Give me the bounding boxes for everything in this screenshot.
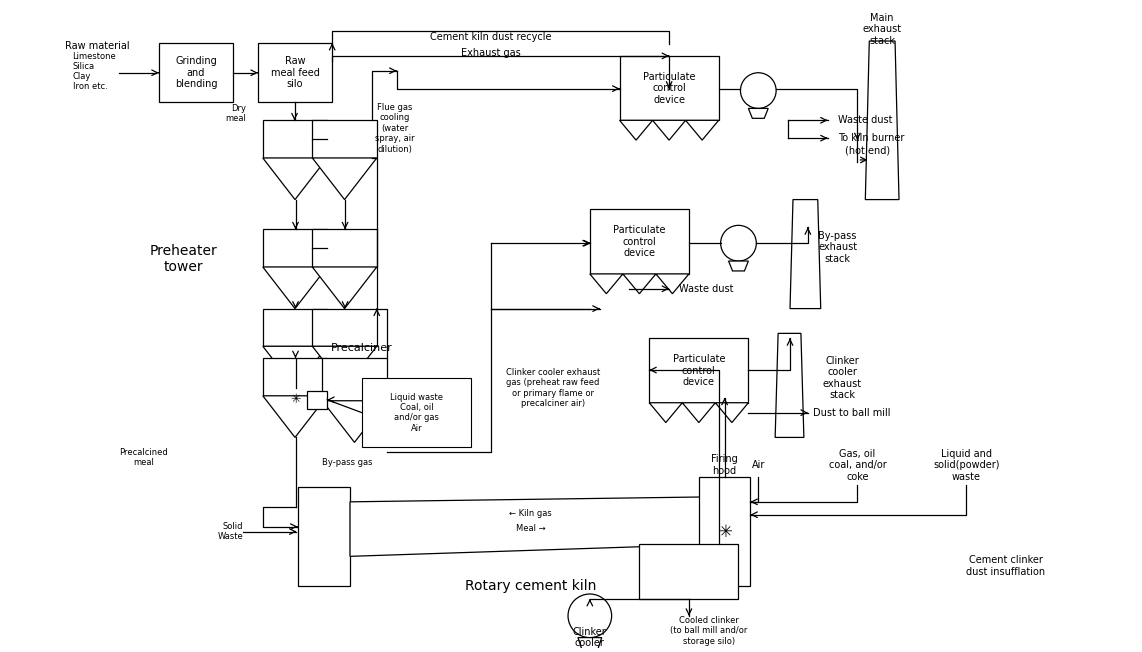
Bar bbox=[640, 544, 739, 599]
Text: ✳: ✳ bbox=[717, 522, 732, 541]
Polygon shape bbox=[263, 346, 328, 388]
Bar bbox=[263, 358, 328, 396]
Polygon shape bbox=[620, 121, 652, 140]
Bar bbox=[307, 391, 328, 409]
Polygon shape bbox=[622, 274, 656, 294]
Text: Liquid and
solid(powder)
waste: Liquid and solid(powder) waste bbox=[933, 449, 999, 482]
Polygon shape bbox=[685, 121, 718, 140]
Bar bbox=[263, 308, 328, 346]
Text: Meal →: Meal → bbox=[515, 524, 545, 533]
Circle shape bbox=[568, 594, 612, 638]
Text: Raw
meal feed
silo: Raw meal feed silo bbox=[271, 56, 320, 89]
Polygon shape bbox=[322, 401, 387, 442]
Text: Particulate
control
device: Particulate control device bbox=[673, 354, 725, 387]
Bar bbox=[159, 43, 233, 102]
Text: Air: Air bbox=[751, 460, 765, 470]
Text: ← Kiln gas: ← Kiln gas bbox=[509, 509, 552, 518]
Text: Solid
Waste: Solid Waste bbox=[217, 522, 243, 541]
Text: Waste dust: Waste dust bbox=[837, 115, 892, 125]
Text: Clinker
cooler: Clinker cooler bbox=[573, 627, 606, 648]
Text: Flue gas
cooling
(water
spray, air
dilution): Flue gas cooling (water spray, air dilut… bbox=[375, 103, 415, 153]
Bar bbox=[699, 477, 750, 586]
Text: Gas, oil
coal, and/or
coke: Gas, oil coal, and/or coke bbox=[828, 449, 886, 482]
Text: ✳: ✳ bbox=[290, 393, 300, 406]
Polygon shape bbox=[313, 158, 377, 200]
Polygon shape bbox=[866, 41, 899, 200]
Text: Cooled clinker
(to ball mill and/or
storage silo): Cooled clinker (to ball mill and/or stor… bbox=[670, 615, 747, 645]
Bar bbox=[650, 338, 748, 403]
Text: Preheater
tower: Preheater tower bbox=[150, 244, 217, 274]
Polygon shape bbox=[349, 497, 709, 556]
Polygon shape bbox=[263, 158, 328, 200]
Polygon shape bbox=[313, 346, 377, 388]
Polygon shape bbox=[263, 396, 328, 437]
Bar bbox=[313, 308, 377, 346]
Polygon shape bbox=[589, 274, 622, 294]
Text: Clinker
cooler
exhaust
stack: Clinker cooler exhaust stack bbox=[823, 355, 862, 400]
Text: Cement clinker
dust insufflation: Cement clinker dust insufflation bbox=[966, 556, 1046, 577]
Text: Liquid waste
Coal, oil
and/or gas
Air: Liquid waste Coal, oil and/or gas Air bbox=[389, 393, 443, 433]
Text: Limestone: Limestone bbox=[73, 52, 116, 61]
Text: Dry
meal: Dry meal bbox=[225, 104, 246, 123]
Text: Dust to ball mill: Dust to ball mill bbox=[813, 408, 891, 418]
Text: Precalciner: Precalciner bbox=[331, 343, 393, 353]
Polygon shape bbox=[775, 333, 804, 437]
Text: Firing
hood: Firing hood bbox=[711, 454, 738, 476]
Text: Exhaust gas: Exhaust gas bbox=[461, 48, 521, 58]
Polygon shape bbox=[729, 261, 748, 271]
Bar bbox=[313, 121, 377, 158]
Text: Rotary cement kiln: Rotary cement kiln bbox=[465, 579, 596, 593]
Polygon shape bbox=[748, 108, 769, 118]
Polygon shape bbox=[365, 502, 709, 548]
Text: Raw material: Raw material bbox=[65, 41, 129, 51]
Polygon shape bbox=[652, 121, 685, 140]
Text: Clinker cooler exhaust
gas (preheat raw feed
or primary flame or
precalciner air: Clinker cooler exhaust gas (preheat raw … bbox=[506, 368, 601, 408]
Polygon shape bbox=[656, 274, 689, 294]
Circle shape bbox=[721, 226, 756, 261]
Text: Iron etc.: Iron etc. bbox=[73, 82, 107, 91]
Polygon shape bbox=[715, 403, 748, 422]
Bar bbox=[258, 43, 332, 102]
Text: (hot end): (hot end) bbox=[845, 145, 890, 155]
Text: Main
exhaust
stack: Main exhaust stack bbox=[862, 12, 902, 46]
Text: Clay: Clay bbox=[73, 72, 91, 82]
Bar bbox=[263, 121, 328, 158]
Text: Silica: Silica bbox=[73, 63, 95, 71]
Text: Grinding
and
blending: Grinding and blending bbox=[175, 56, 217, 89]
Polygon shape bbox=[790, 200, 821, 308]
Text: Cement kiln dust recycle: Cement kiln dust recycle bbox=[431, 32, 552, 42]
Bar bbox=[620, 56, 718, 121]
Bar bbox=[322, 358, 387, 401]
Text: To kiln burner: To kiln burner bbox=[837, 133, 904, 143]
Text: Particulate
control
device: Particulate control device bbox=[613, 225, 666, 258]
Text: By-pass gas: By-pass gas bbox=[322, 458, 372, 467]
Bar bbox=[298, 487, 349, 586]
Bar bbox=[589, 209, 689, 274]
Polygon shape bbox=[650, 403, 682, 422]
Bar bbox=[362, 378, 471, 447]
Polygon shape bbox=[313, 267, 377, 308]
Text: Precalcined
meal: Precalcined meal bbox=[120, 447, 168, 467]
Bar bbox=[263, 230, 328, 267]
Polygon shape bbox=[578, 638, 602, 649]
Polygon shape bbox=[263, 267, 328, 308]
Circle shape bbox=[740, 73, 777, 108]
Text: By-pass
exhaust
stack: By-pass exhaust stack bbox=[818, 231, 858, 264]
Polygon shape bbox=[682, 403, 715, 422]
Text: Particulate
control
device: Particulate control device bbox=[643, 72, 695, 105]
Text: Waste dust: Waste dust bbox=[679, 284, 733, 294]
Bar bbox=[313, 230, 377, 267]
